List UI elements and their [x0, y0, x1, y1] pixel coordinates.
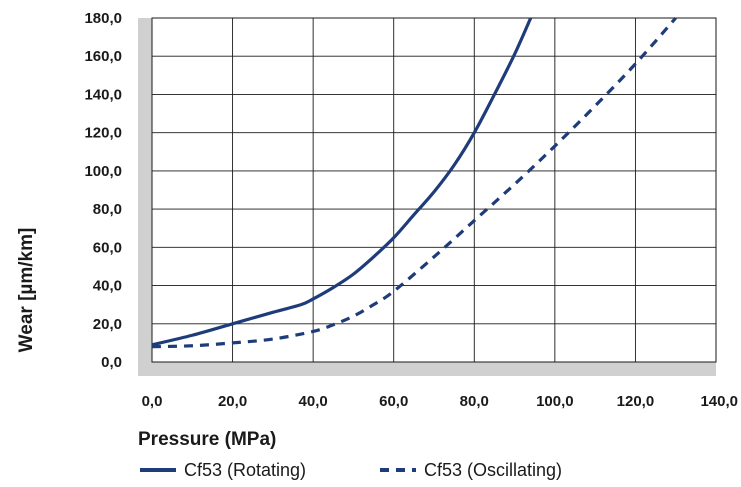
- x-tick-label: 0,0: [142, 393, 163, 410]
- y-tick-label: 0,0: [101, 354, 122, 371]
- x-tick-label: 80,0: [460, 393, 489, 410]
- y-axis-band: [138, 18, 152, 376]
- series-line-oscillating: [151, 16, 677, 349]
- y-tick-label: 140,0: [84, 86, 122, 103]
- grid-lines: [152, 18, 716, 362]
- y-tick-label: 160,0: [84, 48, 122, 65]
- series-group: [151, 16, 677, 349]
- y-axis-title: Wear [µm/km]: [16, 228, 37, 353]
- x-tick-label: 20,0: [218, 393, 247, 410]
- y-tick-label: 100,0: [84, 163, 122, 180]
- y-tick-labels: 0,0 20,0 40,0 60,0 80,0 100,0 120,0 140,0 160,0 1…: [84, 10, 122, 371]
- x-axis-band: [138, 362, 716, 376]
- x-tick-label: 120,0: [617, 393, 655, 410]
- x-tick-label: 140,0: [700, 393, 738, 410]
- legend-label-oscillating: Cf53 (Oscillating): [424, 460, 562, 480]
- y-tick-label: 20,0: [93, 316, 122, 333]
- x-tick-label: 100,0: [536, 393, 574, 410]
- y-tick-label: 180,0: [84, 10, 122, 27]
- x-tick-labels: 0,0 20,0 40,0 60,0 80,0 100,0 120,0 140,0: [142, 393, 738, 410]
- x-axis-title: Pressure (MPa): [138, 429, 276, 450]
- y-tick-label: 80,0: [93, 201, 122, 218]
- x-tick-label: 60,0: [379, 393, 408, 410]
- y-tick-label: 40,0: [93, 278, 122, 295]
- x-tick-label: 40,0: [299, 393, 328, 410]
- plot-border: [151, 17, 717, 363]
- y-tick-label: 120,0: [84, 125, 122, 142]
- legend-label-rotating: Cf53 (Rotating): [184, 460, 306, 480]
- series-line-rotating: [151, 17, 533, 347]
- y-tick-label: 60,0: [93, 239, 122, 256]
- legend: Cf53 (Rotating) Cf53 (Oscillating): [140, 460, 562, 480]
